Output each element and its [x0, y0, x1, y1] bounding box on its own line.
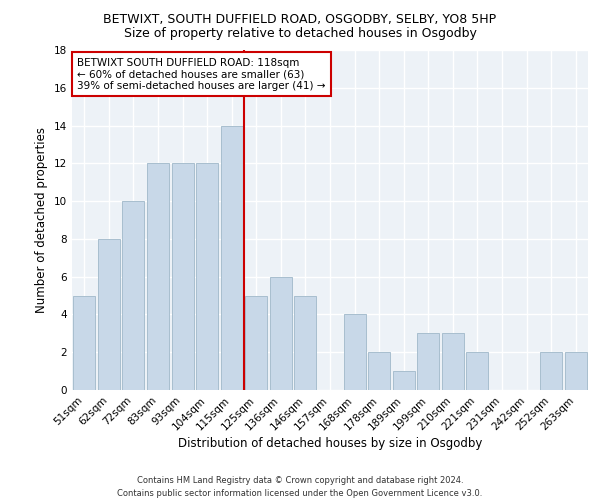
Bar	[466, 352, 488, 390]
Bar	[442, 334, 464, 390]
X-axis label: Distribution of detached houses by size in Osgodby: Distribution of detached houses by size …	[178, 438, 482, 450]
Bar	[196, 164, 218, 390]
Bar	[73, 296, 95, 390]
Bar	[295, 296, 316, 390]
Bar	[147, 164, 169, 390]
Text: Size of property relative to detached houses in Osgodby: Size of property relative to detached ho…	[124, 28, 476, 40]
Text: Contains HM Land Registry data © Crown copyright and database right 2024.
Contai: Contains HM Land Registry data © Crown c…	[118, 476, 482, 498]
Bar	[417, 334, 439, 390]
Bar	[344, 314, 365, 390]
Bar	[172, 164, 194, 390]
Text: BETWIXT, SOUTH DUFFIELD ROAD, OSGODBY, SELBY, YO8 5HP: BETWIXT, SOUTH DUFFIELD ROAD, OSGODBY, S…	[103, 12, 497, 26]
Bar	[245, 296, 268, 390]
Bar	[270, 276, 292, 390]
Bar	[368, 352, 390, 390]
Text: BETWIXT SOUTH DUFFIELD ROAD: 118sqm
← 60% of detached houses are smaller (63)
39: BETWIXT SOUTH DUFFIELD ROAD: 118sqm ← 60…	[77, 58, 325, 91]
Y-axis label: Number of detached properties: Number of detached properties	[35, 127, 49, 313]
Bar	[98, 239, 120, 390]
Bar	[221, 126, 243, 390]
Bar	[392, 371, 415, 390]
Bar	[540, 352, 562, 390]
Bar	[565, 352, 587, 390]
Bar	[122, 201, 145, 390]
